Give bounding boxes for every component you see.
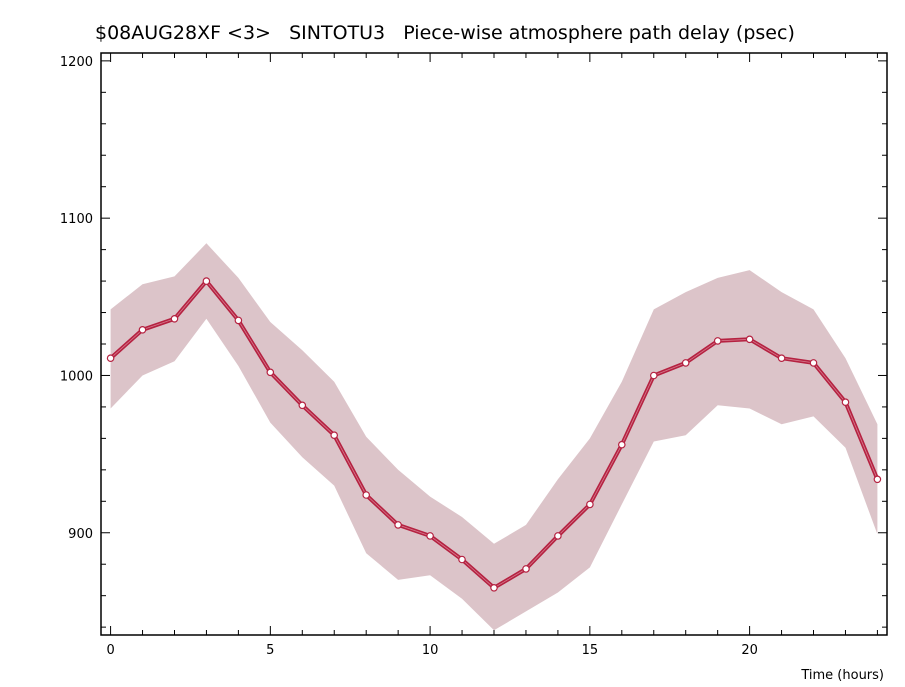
data-point <box>202 277 211 285</box>
data-point <box>554 532 562 540</box>
axis-ticks <box>101 53 887 635</box>
data-point <box>458 555 466 564</box>
data-point <box>298 401 307 410</box>
data-point <box>170 314 179 323</box>
x-tick-label: 0 <box>106 643 114 658</box>
x-tick-label: 10 <box>422 643 439 658</box>
x-tick-label: 15 <box>582 643 599 658</box>
data-point <box>394 521 402 529</box>
uncertainty-band-layer <box>110 243 878 631</box>
x-tick-label: 20 <box>741 643 758 658</box>
data-point <box>490 583 498 592</box>
data-point <box>649 371 658 380</box>
data-point <box>586 500 594 509</box>
data-point <box>873 475 882 484</box>
y-tick-label: 1200 <box>60 55 93 70</box>
x-axis-label: Time (hours) <box>800 668 884 683</box>
axis-tick-labels: 0 5 10 15 20 900 1000 1100 1200 <box>60 55 758 658</box>
uncertainty-band <box>110 243 878 631</box>
data-point <box>234 316 243 325</box>
y-tick-label: 1100 <box>60 212 93 227</box>
chart-title: $08AUG28XF <3> SINTOTU3 Piece-wise atmos… <box>95 22 795 44</box>
data-point <box>745 335 754 344</box>
data-point <box>266 368 275 377</box>
data-point <box>713 337 722 345</box>
x-tick-label: 5 <box>266 643 274 658</box>
data-point <box>617 440 626 449</box>
data-point <box>841 398 850 407</box>
data-point <box>522 565 530 573</box>
y-tick-label: 900 <box>68 527 93 542</box>
data-point <box>809 359 818 367</box>
data-point <box>138 325 147 334</box>
data-point <box>777 354 786 363</box>
data-point <box>330 431 339 440</box>
data-point <box>426 532 434 540</box>
data-point <box>362 491 371 499</box>
data-point <box>106 354 115 363</box>
data-point-layer <box>106 277 882 592</box>
y-tick-label: 1000 <box>60 370 93 385</box>
data-point <box>681 359 690 367</box>
